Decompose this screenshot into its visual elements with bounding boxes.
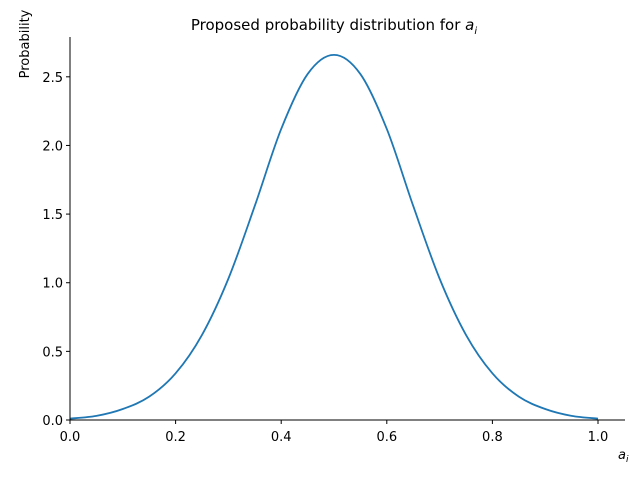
x-tick-label: 0.2 [165, 430, 186, 445]
y-tick-label: 0.0 [42, 414, 63, 429]
x-tick-label: 0.0 [60, 430, 81, 445]
distribution-line [69, 53, 599, 420]
x-tick-label: 0.4 [271, 430, 292, 445]
x-tick-label: 0.6 [376, 430, 397, 445]
chart-title: Proposed probability distribution for ai [191, 16, 477, 37]
y-axis-label: Probability [18, 9, 33, 78]
y-tick-label: 1.0 [42, 277, 63, 292]
x-axis-label: ai [618, 448, 629, 465]
y-tick-label: 2.5 [42, 71, 63, 86]
y-tick-label: 0.5 [42, 345, 63, 360]
plot-area [69, 53, 599, 420]
y-axis-ticks: 0.0 0.5 1.0 1.5 2.0 2.5 [42, 71, 70, 429]
x-tick-label: 0.8 [482, 430, 503, 445]
y-tick-label: 1.5 [42, 208, 63, 223]
x-tick-label: 1.0 [588, 430, 609, 445]
x-axis-ticks: 0.0 0.2 0.4 0.6 0.8 1.0 [60, 420, 609, 445]
y-tick-label: 2.0 [42, 139, 63, 154]
